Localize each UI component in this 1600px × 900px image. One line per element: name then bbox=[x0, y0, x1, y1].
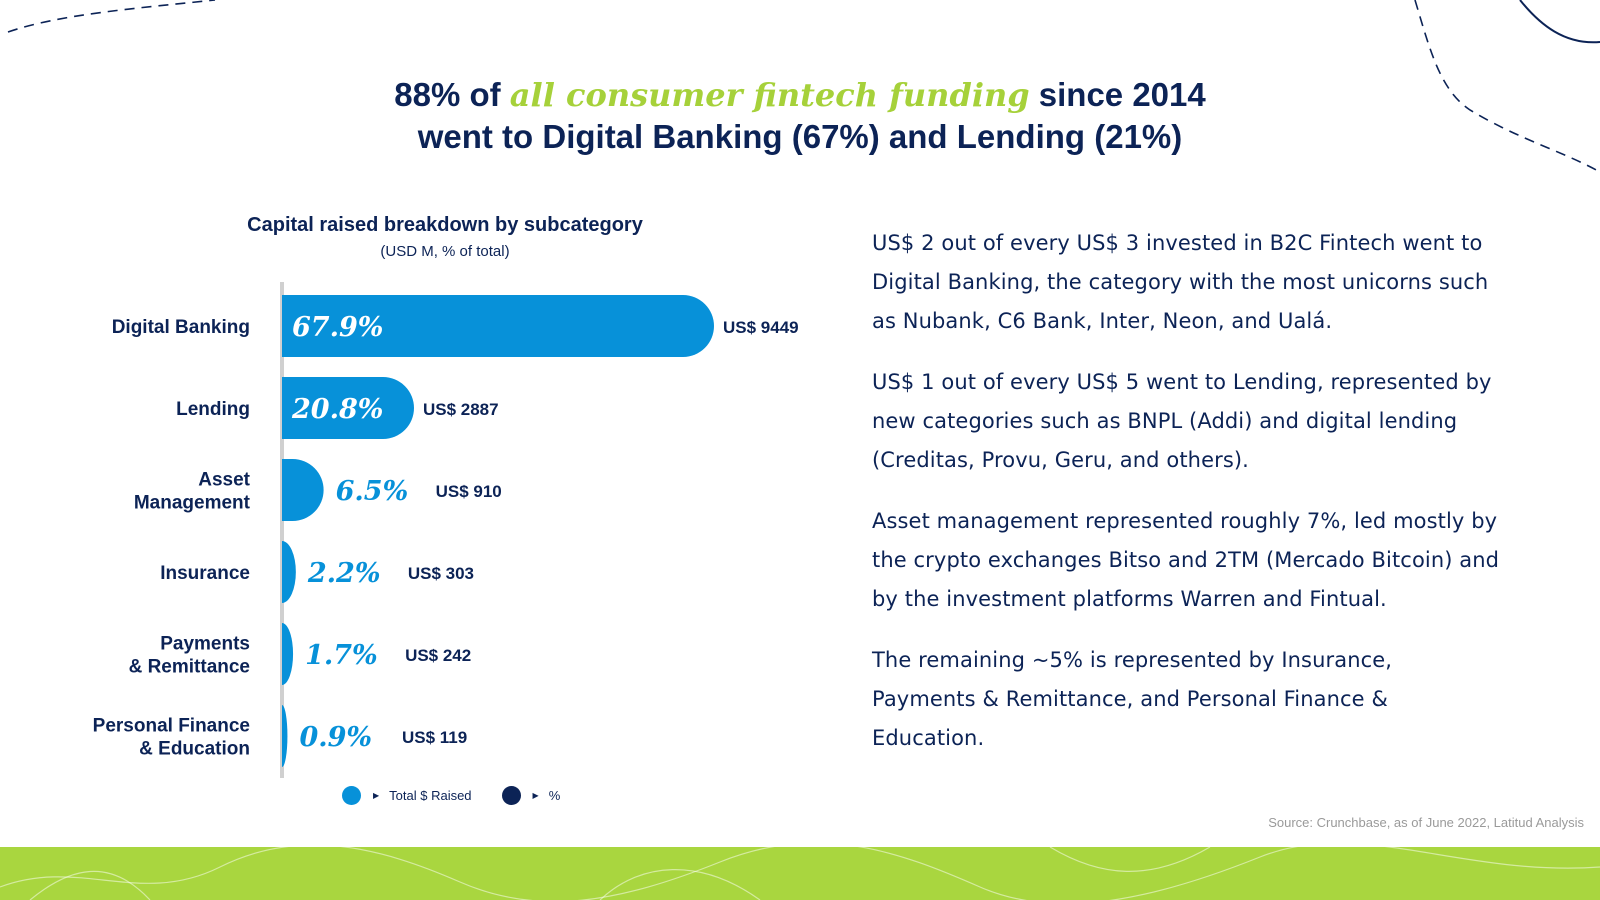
percent-label: 0.9% bbox=[299, 722, 372, 753]
percent-label: 2.2% bbox=[307, 558, 381, 589]
percent-label: 1.7% bbox=[305, 640, 378, 671]
bar bbox=[282, 623, 294, 685]
category-label: & Education bbox=[139, 739, 250, 760]
legend-swatch-percent bbox=[501, 786, 521, 805]
percent-label: 6.5% bbox=[336, 476, 409, 507]
paragraph-lending: US$ 1 out of every US$ 5 went to Lending… bbox=[872, 370, 1492, 472]
value-label: US$ 2887 bbox=[423, 400, 499, 419]
category-label: Payments bbox=[160, 634, 250, 655]
bar bbox=[282, 377, 414, 439]
percent-label: 67.9% bbox=[292, 312, 383, 343]
category-label: & Remittance bbox=[129, 657, 250, 678]
legend-swatch-total bbox=[342, 786, 361, 805]
category-label: Asset bbox=[198, 470, 250, 491]
category-label: Management bbox=[134, 493, 251, 514]
category-label: Personal Finance bbox=[93, 716, 250, 737]
percent-label: 20.8% bbox=[291, 394, 383, 425]
value-label: US$ 119 bbox=[402, 728, 467, 747]
commentary: US$ 2 out of every US$ 3 invested in B2C… bbox=[872, 224, 1502, 780]
value-label: US$ 303 bbox=[408, 564, 474, 583]
bar bbox=[282, 705, 288, 767]
legend-arrow-icon: ▶ bbox=[532, 791, 539, 800]
title-highlight: all consumer fintech funding bbox=[509, 76, 1030, 114]
bar bbox=[282, 459, 324, 521]
category-label: Digital Banking bbox=[112, 317, 250, 338]
value-label: US$ 910 bbox=[436, 482, 502, 501]
bar bbox=[282, 295, 714, 357]
legend-arrow-icon: ▶ bbox=[373, 791, 380, 800]
legend-label-total: Total $ Raised bbox=[389, 788, 472, 803]
footer-band bbox=[0, 847, 1600, 900]
bar-chart: Digital Banking 67.9% US$ 9449 Lending 20.8%… bbox=[93, 282, 799, 778]
paragraph-digital-banking: US$ 2 out of every US$ 3 invested in B2C… bbox=[872, 231, 1489, 333]
source-note: Source: Crunchbase, as of June 2022, Lat… bbox=[1268, 815, 1584, 830]
chart-title: Capital raised breakdown by subcategory bbox=[247, 214, 643, 236]
bar bbox=[282, 541, 296, 603]
paragraph-asset-management: Asset management represented roughly 7%,… bbox=[872, 509, 1500, 611]
value-label: US$ 9449 bbox=[723, 318, 799, 337]
category-label: Lending bbox=[176, 399, 250, 420]
page-title: 88% of all consumer fintech funding sinc… bbox=[394, 76, 1206, 155]
chart-subtitle: (USD M, % of total) bbox=[380, 243, 510, 260]
paragraph-remaining: The remaining ~5% is represented by Insu… bbox=[872, 648, 1393, 750]
value-label: US$ 242 bbox=[405, 646, 471, 665]
category-label: Insurance bbox=[160, 563, 250, 584]
legend-label-percent: % bbox=[548, 788, 561, 803]
chart-legend: ▶ Total $ Raised ▶ % bbox=[342, 786, 560, 805]
